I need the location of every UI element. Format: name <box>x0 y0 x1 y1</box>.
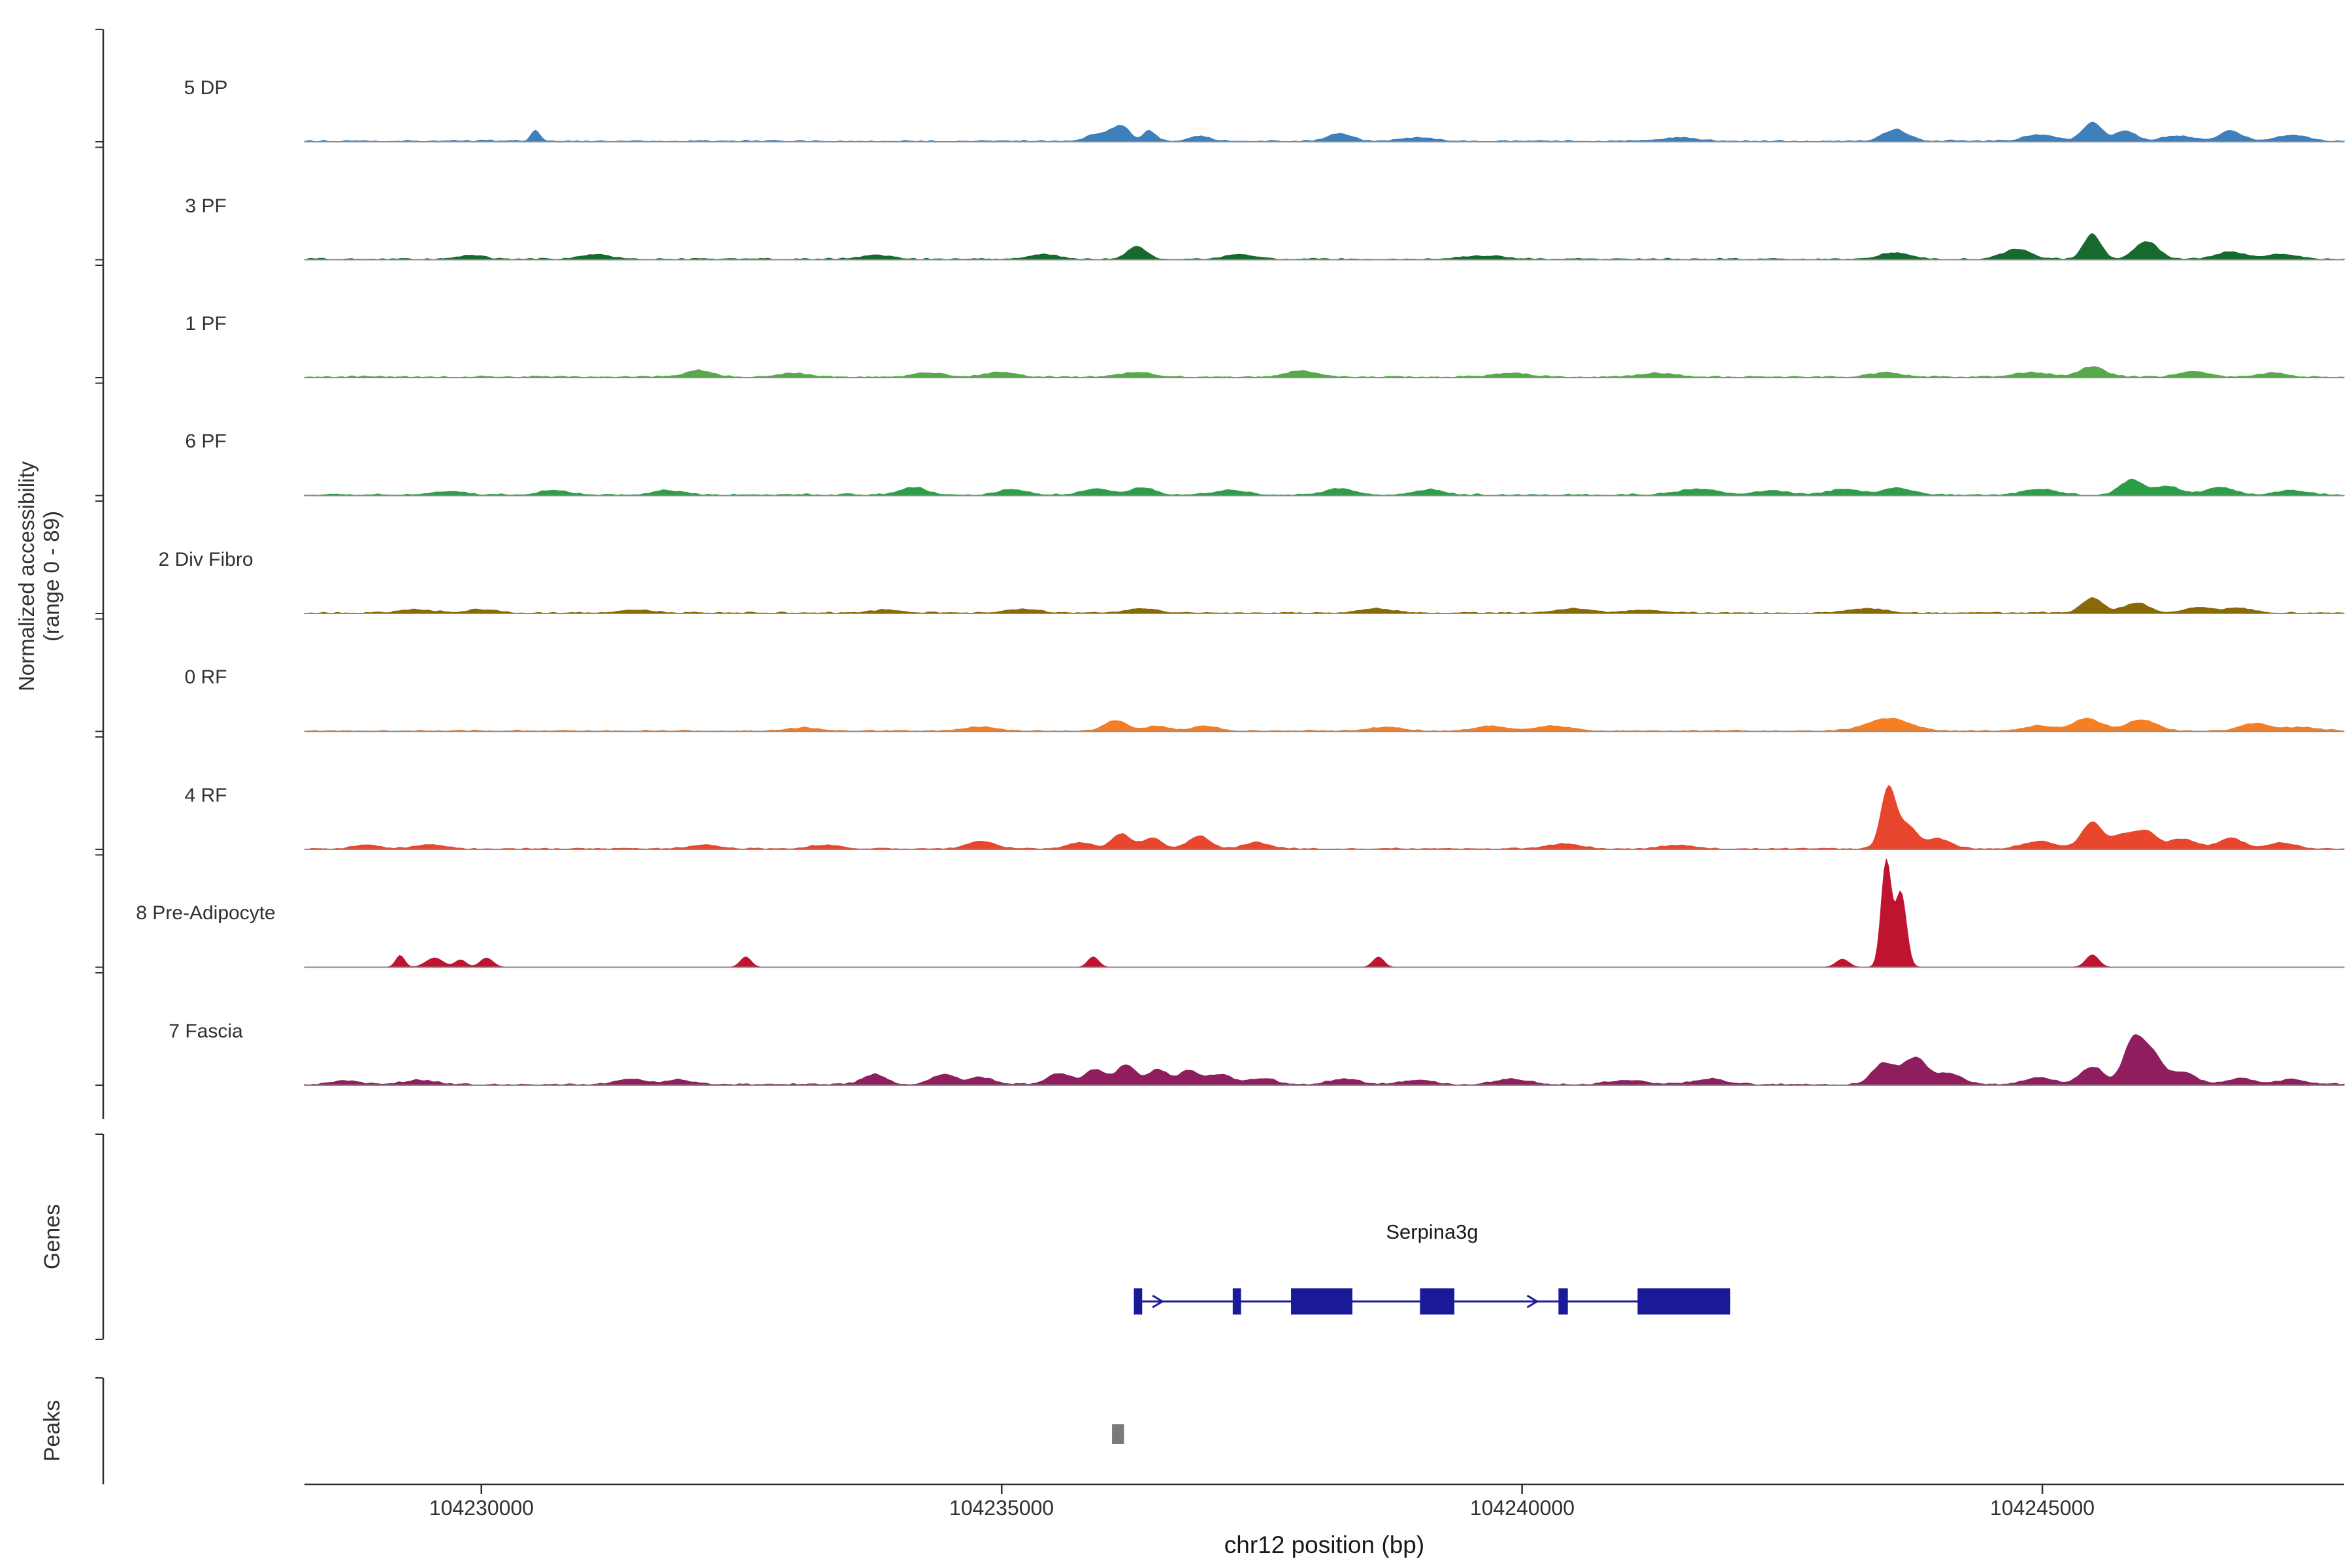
genes-section-label: Genes <box>40 1203 65 1270</box>
x-tick-label-104245000: 104245000 <box>1989 1496 2095 1520</box>
signal-area-3 <box>304 478 2345 496</box>
signal-area-8 <box>304 1034 2345 1086</box>
signal-area-2 <box>304 366 2345 378</box>
gene-exon-2 <box>1291 1288 1353 1315</box>
track-label-8-pre-adipocyte: 8 Pre-Adipocyte <box>136 902 276 924</box>
track-label-5-dp: 5 DP <box>184 77 228 99</box>
gene-exon-1 <box>1232 1288 1241 1315</box>
y-axis-label: Normalized accessibility (range 0 - 89) <box>14 315 67 838</box>
y-axis-label-line2: (range 0 - 89) <box>39 511 63 642</box>
track-label-4-rf: 4 RF <box>184 785 227 806</box>
signal-area-7 <box>304 858 2345 968</box>
gene-exon-0 <box>1134 1288 1143 1315</box>
track-label-2-div-fibro: 2 Div Fibro <box>158 549 253 570</box>
peaks-section-label: Peaks <box>40 1399 65 1462</box>
track-label-7-fascia: 7 Fascia <box>169 1021 243 1042</box>
signal-area-4 <box>304 596 2345 614</box>
signal-area-0 <box>304 122 2345 142</box>
gene-exon-3 <box>1420 1288 1455 1315</box>
track-label-3-pf: 3 PF <box>185 195 227 217</box>
gene-exon-5 <box>1637 1288 1731 1315</box>
track-label-6-pf: 6 PF <box>185 431 227 452</box>
gene-exon-4 <box>1558 1288 1568 1315</box>
track-label-0-rf: 0 RF <box>184 666 227 688</box>
y-axis-label-line1: Normalized accessibility <box>14 461 39 692</box>
peak-interval-0 <box>1112 1424 1124 1444</box>
signal-area-5 <box>304 717 2345 732</box>
signal-area-6 <box>304 785 2345 850</box>
gene-strand-arrow <box>1152 1294 1165 1309</box>
x-axis-title: chr12 position (bp) <box>1224 1531 1425 1558</box>
gene-strand-arrow <box>1526 1294 1539 1309</box>
signal-area-1 <box>304 233 2345 260</box>
gene-name-serpina3g: Serpina3g <box>1386 1220 1478 1243</box>
track-label-1-pf: 1 PF <box>185 313 227 335</box>
x-tick-label-104230000: 104230000 <box>429 1496 534 1520</box>
x-tick-label-104240000: 104240000 <box>1469 1496 1575 1520</box>
x-tick-label-104235000: 104235000 <box>949 1496 1054 1520</box>
